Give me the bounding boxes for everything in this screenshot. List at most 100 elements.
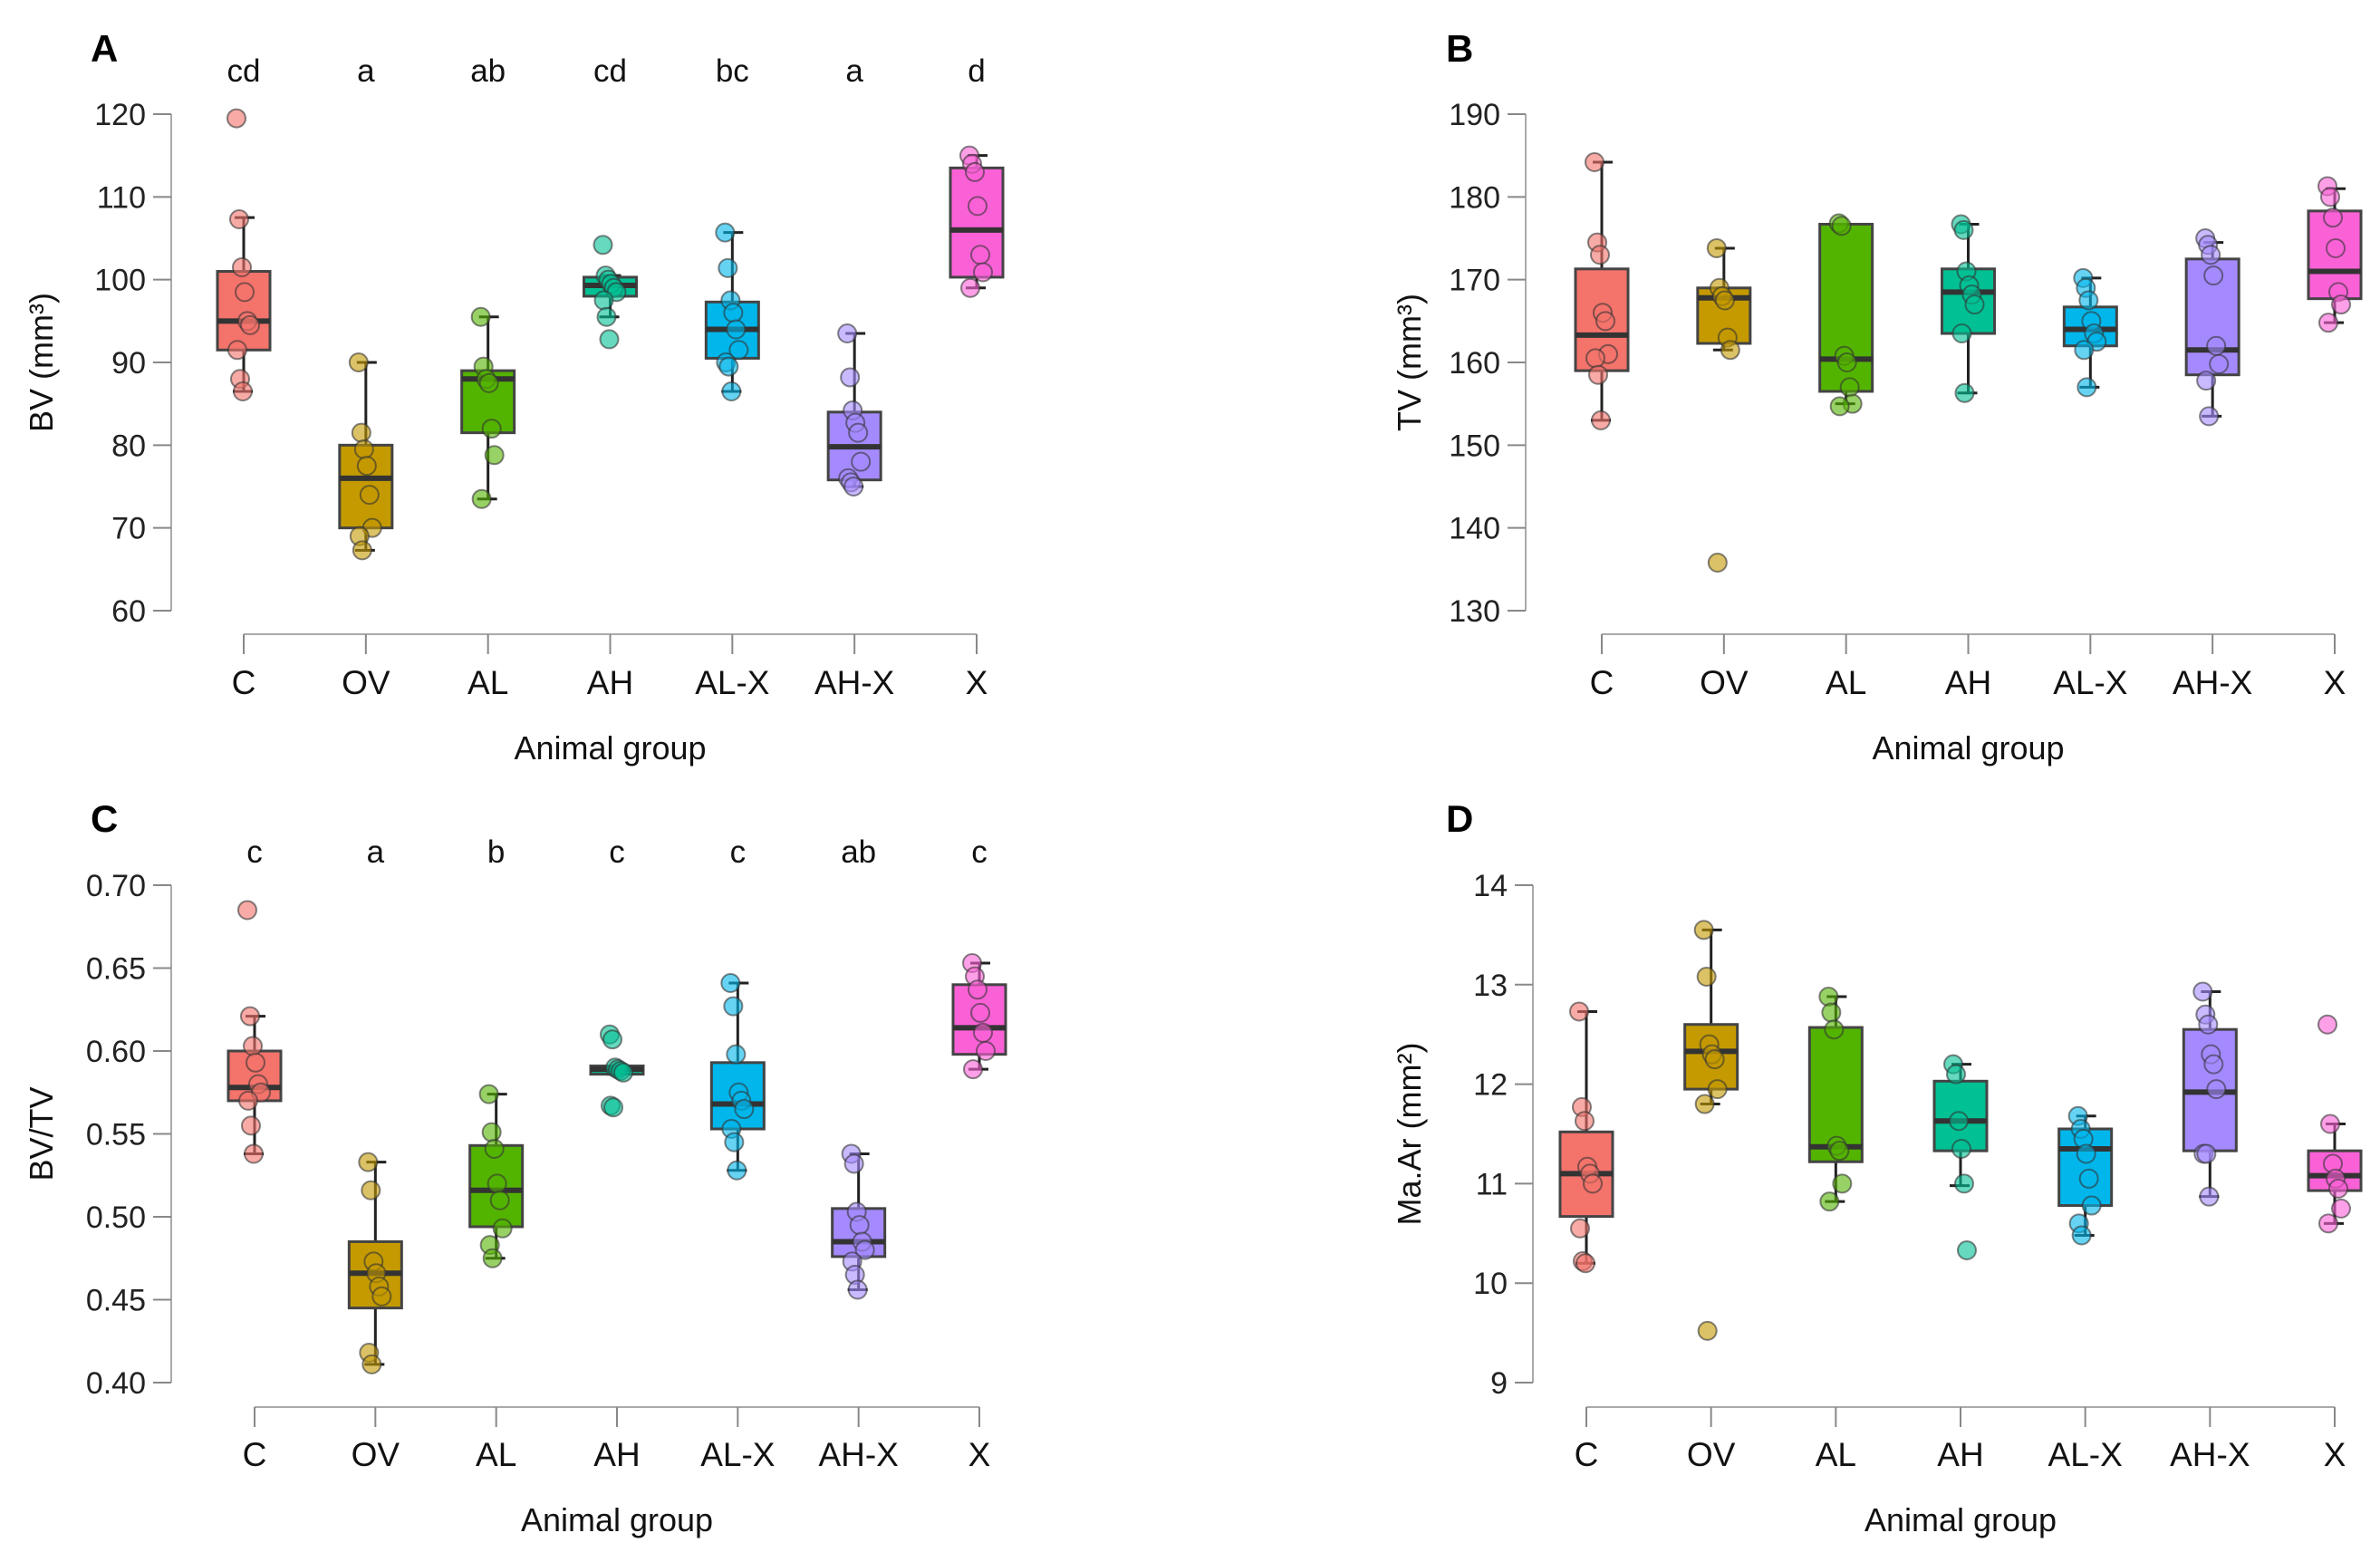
data-point — [237, 900, 257, 921]
x-tick-label: AL — [1826, 664, 1866, 701]
box-AL — [468, 1084, 525, 1268]
data-point — [2076, 1143, 2096, 1164]
data-point — [2320, 187, 2340, 207]
significance-letter: c — [971, 834, 988, 870]
data-point — [1595, 311, 1615, 332]
x-tick-label: AL-X — [2053, 664, 2127, 701]
y-tick-label: 100 — [94, 264, 146, 298]
box-AL-X — [2062, 267, 2118, 398]
data-point — [2199, 1186, 2220, 1207]
data-point — [1569, 1001, 1589, 1022]
x-tick-label: OV — [342, 664, 390, 701]
data-point — [1707, 553, 1728, 574]
data-point — [2198, 1014, 2219, 1035]
data-point — [487, 1173, 507, 1194]
data-point — [240, 314, 260, 335]
data-point — [1836, 352, 1857, 372]
x-tick-label: X — [968, 1436, 991, 1473]
y-axis-label: TV (mm³) — [1391, 294, 1428, 431]
data-point — [348, 352, 369, 372]
y-axis-label: BV (mm³) — [23, 293, 60, 432]
box-AL — [1807, 986, 1864, 1212]
data-point — [843, 1153, 864, 1174]
box-C — [226, 900, 283, 1164]
panel-letter: C — [91, 797, 118, 840]
data-point — [848, 422, 869, 443]
data-point — [359, 485, 380, 506]
x-tick-label: X — [966, 664, 988, 701]
y-tick-label: 180 — [1449, 180, 1500, 215]
data-point — [2328, 1178, 2348, 1199]
box-C — [1574, 151, 1630, 430]
x-tick-label: AL-X — [700, 1436, 775, 1473]
data-point — [854, 1239, 875, 1260]
data-point — [2318, 1213, 2338, 1234]
x-tick-label: AH — [1937, 1436, 1983, 1473]
y-tick-label: 12 — [1473, 1068, 1508, 1103]
y-tick-label: 11 — [1476, 1167, 1508, 1201]
x-tick-label: AH-X — [814, 664, 894, 701]
data-point — [970, 1002, 990, 1023]
data-point — [481, 1122, 502, 1143]
data-point — [718, 257, 738, 278]
data-point — [968, 979, 988, 1000]
y-tick-label: 0.60 — [86, 1035, 146, 1069]
x-tick-label: AL — [476, 1436, 516, 1473]
data-point — [2320, 1114, 2340, 1134]
data-point — [1590, 245, 1610, 265]
data-point — [840, 367, 861, 388]
data-point — [2196, 1143, 2217, 1164]
data-point — [603, 1097, 623, 1118]
y-tick-label: 60 — [111, 594, 146, 629]
data-point — [963, 1059, 983, 1080]
data-point — [478, 372, 499, 393]
box-AH — [1932, 1054, 1989, 1260]
data-point — [1832, 1173, 1853, 1194]
y-tick-label: 160 — [1449, 346, 1500, 381]
x-axis-label: Animal group — [514, 729, 706, 767]
data-point — [351, 422, 371, 443]
data-point — [973, 1022, 993, 1043]
data-point — [1829, 1141, 1850, 1162]
panel-letter: D — [1446, 797, 1473, 840]
data-point — [358, 1152, 379, 1172]
data-point — [238, 1090, 258, 1111]
data-point — [720, 972, 741, 993]
x-tick-label: AL — [1816, 1436, 1856, 1473]
box-AL-X — [709, 972, 766, 1181]
data-point — [1821, 1002, 1842, 1023]
data-point — [2323, 207, 2343, 228]
data-point — [352, 540, 372, 561]
x-tick-label: X — [2324, 664, 2346, 701]
significance-letter: c — [730, 834, 747, 870]
data-point — [1696, 967, 1717, 988]
data-point — [602, 1029, 622, 1050]
data-point — [2206, 1079, 2227, 1100]
x-tick-label: OV — [1700, 664, 1749, 701]
y-tick-label: 0.65 — [86, 952, 146, 987]
data-point — [849, 1215, 870, 1236]
data-point — [1694, 1094, 1715, 1114]
data-point — [1964, 294, 1985, 315]
data-point — [593, 235, 613, 256]
y-tick-label: 9 — [1490, 1366, 1508, 1401]
data-point — [232, 256, 252, 277]
data-point — [847, 1279, 868, 1300]
data-point — [361, 1180, 381, 1200]
x-axis-label: Animal group — [521, 1501, 713, 1538]
y-tick-label: 120 — [94, 98, 146, 132]
data-point — [1706, 237, 1727, 258]
x-tick-label: AH — [587, 664, 633, 701]
box-AL — [1818, 213, 1874, 417]
data-point — [734, 1099, 755, 1120]
x-tick-label: OV — [1687, 1436, 1736, 1473]
data-point — [2071, 1225, 2092, 1246]
box-X — [2307, 1014, 2363, 1234]
data-point — [1839, 377, 1860, 398]
data-point — [1697, 1320, 1718, 1341]
data-point — [1831, 216, 1852, 236]
data-point — [244, 1143, 264, 1164]
data-point — [227, 340, 247, 361]
significance-letter: d — [968, 53, 985, 89]
